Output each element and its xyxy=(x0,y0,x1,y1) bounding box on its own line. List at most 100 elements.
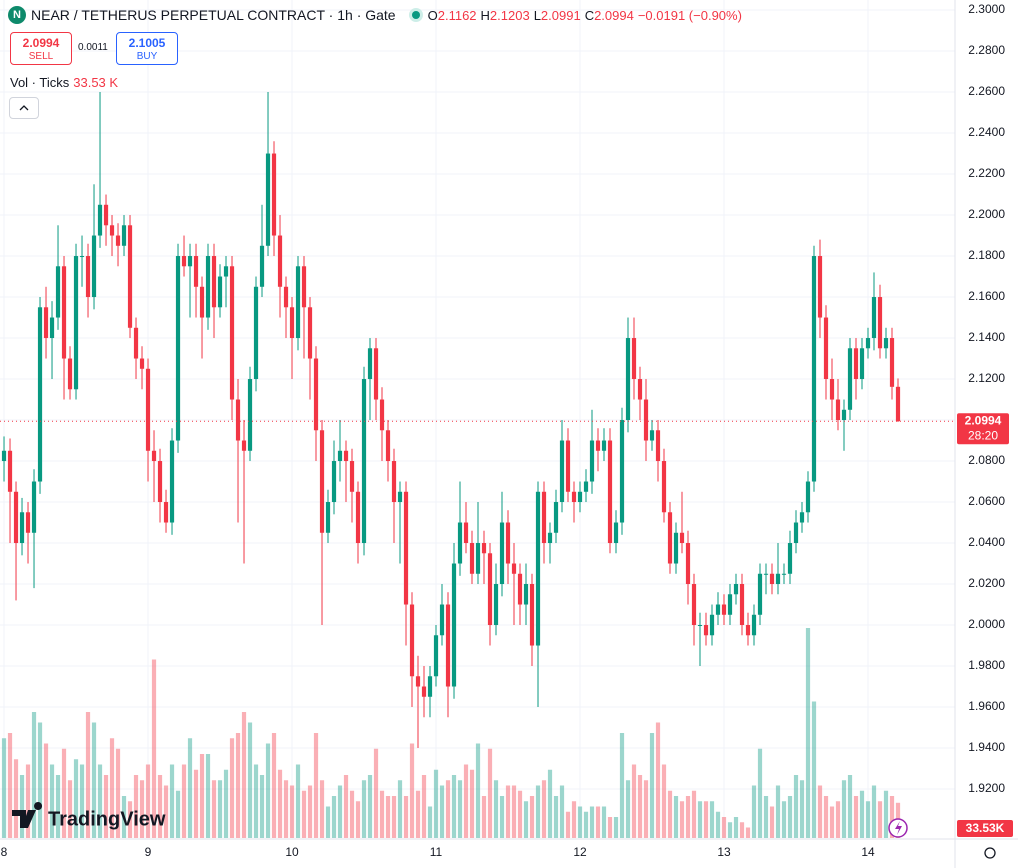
candle-body xyxy=(721,604,727,615)
candle-body xyxy=(859,348,865,380)
candle-body xyxy=(823,317,829,380)
candle-body xyxy=(835,399,841,421)
y-tick-label: 2.0400 xyxy=(968,535,1005,549)
volume-bar xyxy=(529,796,535,838)
candle-body xyxy=(541,491,547,544)
candle-body xyxy=(235,399,241,441)
candle-body xyxy=(589,440,595,482)
candle-body xyxy=(313,358,319,431)
candle-body xyxy=(757,573,763,615)
chart-title: NEAR / TETHERUS PERPETUAL CONTRACT · 1h … xyxy=(31,7,396,23)
volume-bar xyxy=(877,801,883,838)
candle-body xyxy=(805,481,811,513)
volume-bar xyxy=(271,733,277,838)
volume-bar xyxy=(553,796,559,838)
volume-bar xyxy=(889,796,895,838)
volume-bar xyxy=(265,743,271,838)
candle-body xyxy=(31,481,37,533)
candle-body xyxy=(535,491,541,646)
volume-bar xyxy=(85,712,91,838)
collapse-button[interactable] xyxy=(9,97,39,119)
legend-value: 2.1203 xyxy=(489,7,530,23)
candle-body xyxy=(289,307,295,339)
candle-body xyxy=(85,256,91,298)
candle-body xyxy=(115,235,121,246)
volume-bar xyxy=(385,796,391,838)
candle-body xyxy=(877,297,883,349)
volume-bar xyxy=(55,775,61,838)
candle-body xyxy=(361,379,367,544)
candle-body xyxy=(403,491,409,605)
candle-body xyxy=(127,225,133,328)
volume-indicator: Vol · Ticks xyxy=(10,75,70,90)
candle-body xyxy=(253,286,259,380)
volume-bar xyxy=(337,785,343,838)
volume-bar xyxy=(487,748,493,838)
candle-body xyxy=(475,543,481,574)
y-tick-label: 2.2600 xyxy=(968,84,1005,98)
volume-bar xyxy=(217,780,223,838)
candle-body xyxy=(211,256,217,308)
sell-button[interactable]: 2.0994 SELL xyxy=(10,32,72,65)
y-tick-label: 1.9400 xyxy=(968,740,1005,754)
spread: 0.0011 xyxy=(78,42,108,53)
candle-body xyxy=(181,256,187,267)
candle-body xyxy=(709,614,715,636)
candle-body xyxy=(385,430,391,462)
volume-bar xyxy=(457,780,463,838)
candle-body xyxy=(607,440,613,544)
volume-bar xyxy=(247,722,253,838)
volume-bar xyxy=(727,822,733,838)
volume-bar xyxy=(817,785,823,838)
candle-body xyxy=(91,235,97,298)
candle-body xyxy=(529,584,535,646)
candle-body xyxy=(451,563,457,687)
candle-body xyxy=(259,245,265,287)
volume-bar xyxy=(253,764,259,838)
volume-bar xyxy=(331,796,337,838)
sell-label: SELL xyxy=(28,51,54,62)
candle-body xyxy=(493,584,499,626)
x-tick-label: 8 xyxy=(1,845,8,859)
volume-bar xyxy=(751,785,757,838)
candle-body xyxy=(43,307,49,339)
volume-bar xyxy=(655,722,661,838)
candle-body xyxy=(787,543,793,574)
volume-bar xyxy=(691,790,697,838)
candle-body xyxy=(205,256,211,318)
volume-bar xyxy=(565,811,571,838)
candle-body xyxy=(487,553,493,626)
volume-bar xyxy=(469,769,475,838)
volume-bar xyxy=(637,775,643,838)
volume-bar xyxy=(355,801,361,838)
volume-bar xyxy=(661,764,667,838)
candle-body xyxy=(409,604,415,677)
buy-button[interactable]: 2.1005 BUY xyxy=(116,32,178,65)
volume-bar xyxy=(517,790,523,838)
volume-bar xyxy=(313,733,319,838)
volume-bar xyxy=(325,806,331,838)
volume-bar xyxy=(559,785,565,838)
volume-bar xyxy=(859,790,865,838)
candle-body xyxy=(265,153,271,246)
legend-item: O2.1162 xyxy=(428,8,477,23)
legend-value: 2.0991 xyxy=(540,7,581,23)
volume-bar xyxy=(343,775,349,838)
candle-body xyxy=(61,266,67,359)
change: −0.0191 (−0.90%) xyxy=(637,7,742,23)
candle-body xyxy=(169,440,175,523)
volume-bar xyxy=(541,780,547,838)
candle-body xyxy=(157,461,163,503)
volume-bar xyxy=(229,738,235,838)
candle-body xyxy=(421,686,427,697)
volume-bar xyxy=(673,796,679,838)
candle-body xyxy=(373,348,379,400)
candle-body xyxy=(511,563,517,574)
y-tick-label: 2.0600 xyxy=(968,494,1005,508)
candle-body xyxy=(283,286,289,308)
candle-body xyxy=(37,307,43,482)
price-label-box xyxy=(957,413,1009,445)
volume-bar xyxy=(349,790,355,838)
volume-bar xyxy=(481,796,487,838)
